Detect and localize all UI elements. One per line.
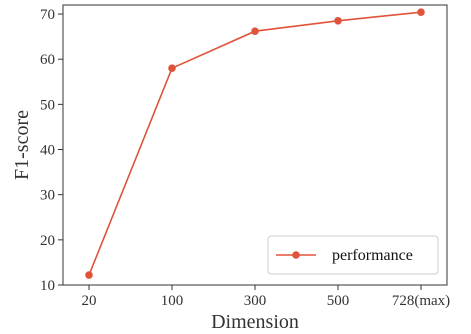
data-point bbox=[168, 64, 176, 73]
y-tick-label: 60 bbox=[40, 52, 55, 68]
x-axis-title: Dimension bbox=[211, 311, 299, 333]
y-tick-label: 70 bbox=[40, 7, 55, 23]
y-tick-label: 40 bbox=[40, 143, 55, 159]
x-axis: 20 100 300 500 728(max) bbox=[82, 285, 450, 309]
y-axis: 10 20 30 40 50 60 70 bbox=[40, 7, 63, 294]
x-tick-label: 500 bbox=[327, 293, 350, 309]
data-point bbox=[85, 271, 93, 279]
series-points-performance bbox=[85, 8, 425, 279]
y-axis-title: F1-score bbox=[11, 110, 33, 180]
x-tick-label: 728(max) bbox=[392, 293, 450, 309]
data-point bbox=[334, 17, 342, 25]
x-tick-label: 300 bbox=[244, 293, 267, 309]
x-tick-label: 20 bbox=[82, 293, 97, 309]
legend-box bbox=[267, 235, 439, 275]
legend: performance bbox=[267, 235, 439, 275]
legend-label: performance bbox=[332, 247, 413, 264]
y-tick-label: 20 bbox=[40, 233, 55, 249]
data-point bbox=[417, 8, 425, 17]
y-tick-label: 10 bbox=[40, 278, 55, 294]
x-tick-label: 100 bbox=[161, 293, 184, 309]
legend-point-marker bbox=[292, 251, 300, 259]
data-point bbox=[251, 27, 259, 35]
y-tick-label: 50 bbox=[40, 97, 55, 113]
y-tick-label: 30 bbox=[40, 188, 55, 204]
